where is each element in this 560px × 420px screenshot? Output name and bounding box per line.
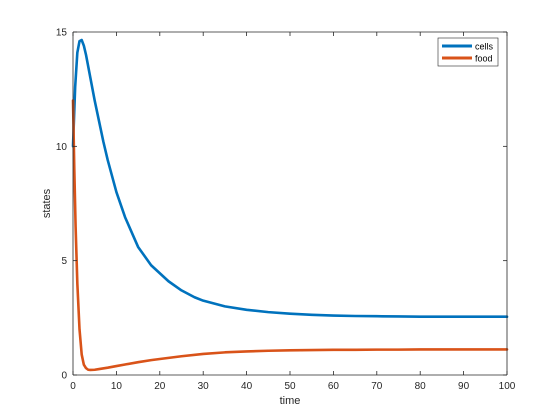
x-tick-label: 40 [241,381,253,392]
series-layer [71,38,509,372]
y-tick-label: 10 [56,142,68,153]
x-tick-label: 0 [70,381,76,392]
legend-label-cells: cells [475,42,494,52]
x-tick-label: 10 [111,381,123,392]
y-tick-label: 0 [61,371,67,382]
legend-label-food: food [475,54,493,64]
x-tick-label: 100 [499,381,516,392]
x-tick-label: 50 [284,381,296,392]
x-tick-label: 70 [371,381,383,392]
x-tick-label: 20 [154,381,166,392]
plot-area [73,32,507,375]
ticks-layer: 0 10 20 30 40 50 60 70 80 90 100 0 5 10 15 [56,28,516,393]
x-tick-label: 80 [415,381,427,392]
legend-box [437,37,499,67]
y-tick-label: 5 [61,256,67,267]
y-axis-label: states [41,188,53,218]
series-line-food [71,99,509,372]
x-tick-label: 60 [328,381,340,392]
y-tick-label: 15 [56,28,68,39]
x-tick-label: 30 [198,381,210,392]
x-tick-label: 90 [458,381,470,392]
series-line-cells [71,38,509,318]
x-axis-label: time [280,395,301,407]
legend: cells food [437,37,499,67]
